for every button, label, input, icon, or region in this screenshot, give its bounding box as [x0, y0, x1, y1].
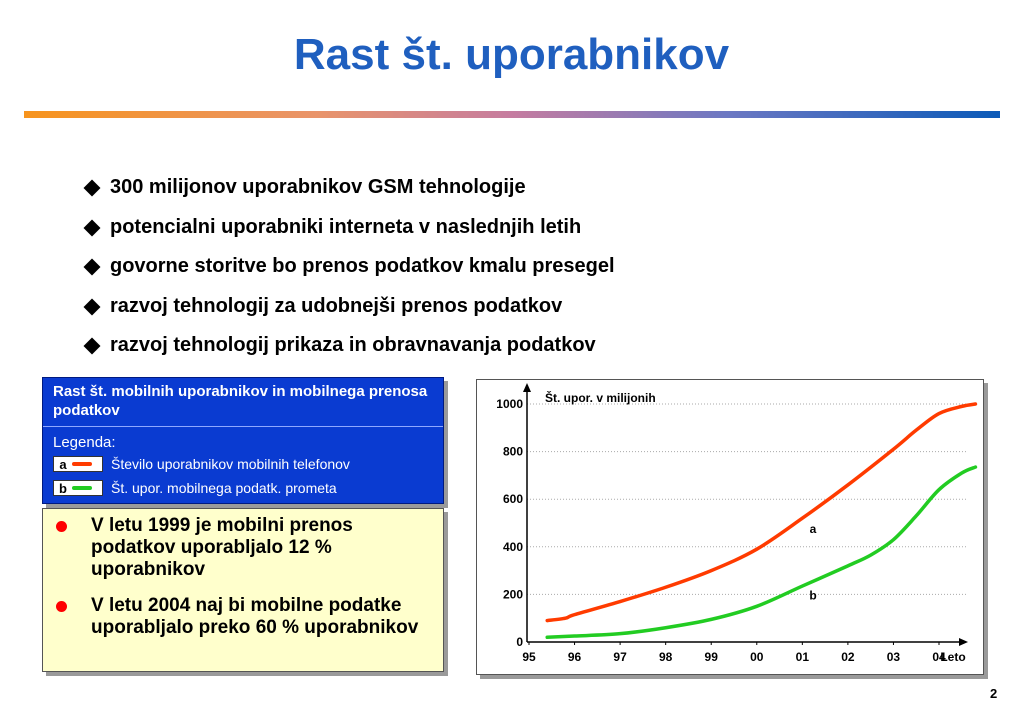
x-tick-label: 96 — [568, 650, 582, 664]
series-label-a: a — [810, 522, 817, 536]
x-tick-label: 99 — [705, 650, 719, 664]
red-dot-bullet-icon — [56, 601, 67, 612]
svg-text:0: 0 — [516, 635, 523, 649]
y-tick-label: 200 — [503, 587, 523, 601]
diamond-bullet-icon — [83, 298, 101, 315]
svg-text:1000: 1000 — [496, 397, 523, 411]
svg-text:02: 02 — [841, 650, 855, 664]
legend-label-b: Št. upor. mobilnega podatk. prometa — [111, 480, 337, 496]
green-line-icon — [72, 486, 92, 490]
note-item: V letu 1999 je mobilni prenos podatkov u… — [53, 515, 433, 581]
bullet-item: govorne storitve bo prenos podatkov kmal… — [83, 255, 615, 295]
bullet-item: razvoj tehnologij za udobnejši prenos po… — [83, 295, 615, 335]
x-tick-label: 03 — [887, 650, 901, 664]
x-tick-label: 01 — [796, 650, 810, 664]
svg-text:96: 96 — [568, 650, 582, 664]
x-tick-label: 95 — [522, 650, 536, 664]
svg-text:00: 00 — [750, 650, 764, 664]
svg-text:Št. upor. v milijonih: Št. upor. v milijonih — [545, 390, 656, 405]
svg-text:04: 04 — [932, 650, 946, 664]
svg-text:03: 03 — [887, 650, 901, 664]
legend-swatch-a: a — [53, 456, 103, 472]
x-axis-arrow-icon — [959, 638, 968, 646]
diamond-bullet-icon — [83, 258, 101, 276]
chart-title: Št. upor. v milijonih — [545, 390, 656, 405]
series-line-b — [545, 465, 978, 639]
svg-text:99: 99 — [705, 650, 719, 664]
y-tick-label: 600 — [503, 492, 523, 506]
svg-text:01: 01 — [796, 650, 810, 664]
y-tick-label: 1000 — [496, 397, 523, 411]
svg-text:200: 200 — [503, 587, 523, 601]
y-tick-label: 800 — [503, 445, 523, 459]
legend-key-a: a — [59, 456, 67, 472]
x-tick-label: 04 — [932, 650, 946, 664]
y-tick-label: 0 — [516, 635, 523, 649]
bullet-item: 300 milijonov uporabnikov GSM tehnologij… — [83, 176, 615, 216]
y-tick-label: 400 — [503, 540, 523, 554]
legend-key-b: b — [59, 480, 67, 496]
legend-label-a: Število uporabnikov mobilnih telefonov — [111, 456, 350, 472]
svg-text:a: a — [810, 522, 817, 536]
x-tick-label: 02 — [841, 650, 855, 664]
y-axis-arrow-icon — [523, 383, 531, 392]
bullet-item: razvoj tehnologij prikaza in obravnavanj… — [83, 334, 615, 374]
red-line-icon — [72, 462, 92, 466]
legend-heading: Legenda: — [53, 434, 116, 451]
legend-swatch-b: b — [53, 480, 103, 496]
series-line-a — [545, 402, 978, 623]
legend-box-title: Rast št. mobilnih uporabnikov in mobilne… — [53, 383, 428, 419]
legend-entry-b: b Št. upor. mobilnega podatk. prometa — [53, 480, 337, 496]
line-chart: 0 200 400 600 800 1000 95 96 97 98 99 00 01 02 03 04 Le… — [496, 383, 978, 664]
legend-entry-a: a Število uporabnikov mobilnih telefonov — [53, 456, 350, 472]
diamond-bullet-icon — [83, 179, 101, 197]
svg-text:98: 98 — [659, 650, 673, 664]
svg-text:b: b — [809, 588, 816, 602]
legend-separator — [43, 426, 443, 427]
title-divider — [24, 111, 1000, 118]
bullet-item: potencialni uporabniki interneta v nasle… — [83, 216, 615, 256]
slide-title: Rast št. uporabnikov — [293, 30, 730, 79]
note-box: V letu 1999 je mobilni prenos podatkov u… — [42, 508, 444, 672]
bullet-list: 300 milijonov uporabnikov GSM tehnologij… — [83, 176, 615, 374]
x-tick-label: 00 — [750, 650, 764, 664]
x-tick-label: 98 — [659, 650, 673, 664]
svg-text:600: 600 — [503, 492, 523, 506]
red-dot-bullet-icon — [56, 521, 67, 532]
note-text: V letu 1999 je mobilni prenos podatkov u… — [91, 515, 353, 580]
svg-text:Leto: Leto — [940, 650, 965, 664]
svg-text:800: 800 — [503, 445, 523, 459]
svg-text:95: 95 — [522, 650, 536, 664]
note-text: V letu 2004 naj bi mobilne podatke upora… — [91, 595, 419, 638]
x-axis-label: Leto — [940, 650, 965, 664]
svg-text:400: 400 — [503, 540, 523, 554]
note-item: V letu 2004 naj bi mobilne podatke upora… — [53, 595, 433, 639]
svg-text:97: 97 — [613, 650, 627, 664]
legend-box: Rast št. mobilnih uporabnikov in mobilne… — [42, 377, 444, 504]
series-label-b: b — [809, 588, 816, 602]
x-tick-label: 97 — [613, 650, 627, 664]
diamond-bullet-icon — [83, 219, 101, 236]
diamond-bullet-icon — [83, 337, 101, 355]
page-number: 2 — [990, 686, 998, 701]
chart-panel: 0 200 400 600 800 1000 95 96 97 98 99 00 01 02 03 04 Le… — [476, 379, 984, 675]
